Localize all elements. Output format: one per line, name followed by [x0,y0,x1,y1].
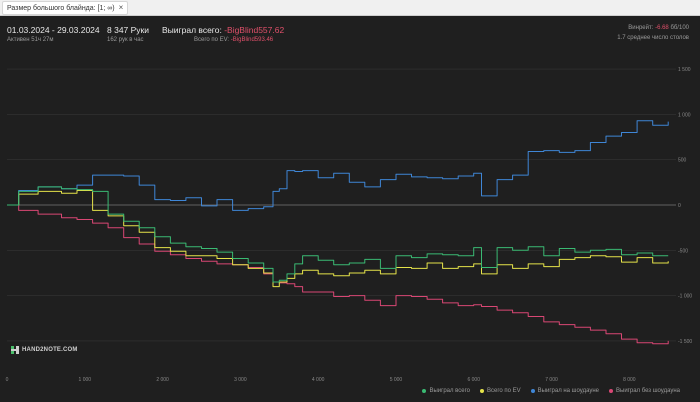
filter-chip-big-blind[interactable]: Размер большого блайнда: [1; ∞) × [2,1,129,15]
legend-item[interactable]: Выиграл на шоудауне [530,388,599,394]
y-tick-label: 0 [678,203,681,209]
series-line-0 [7,186,669,283]
ev-value: -BigBlind593.46 [230,37,274,43]
x-axis: 0 1 000 2 000 3 000 4 000 5 000 6 000 7 000 8 00… [6,377,636,383]
y-tick-label: 500 [678,158,687,164]
ev-label: Всего по EV: [194,37,230,43]
legend-dot-icon [530,389,535,393]
winrate-value: -6.68 [655,25,669,31]
series-line-2 [7,120,669,211]
legend-dot-icon [609,389,613,393]
y-tick-label: -500 [678,248,688,254]
legend-item[interactable]: Всего по EV [480,388,521,394]
chart-legend: Выиграл всего Всего по EV Выиграл на шоуда… [422,388,680,394]
won-value: -BigBlind557.62 [224,25,285,35]
x-tick-label: 5 000 [390,377,403,383]
date-range: 01.03.2024 - 29.03.2024 [7,25,100,35]
y-axis: 1 500 1 000 500 0 -500 -1 000 -1 500 [678,67,692,345]
series-line-3 [7,204,669,345]
legend-item[interactable]: Выиграл всего [422,388,470,394]
logo-text: HAND2NOTE.COM [22,347,78,353]
chart-grid [7,68,676,342]
filter-bar: Размер большого блайнда: [1; ∞) × [0,0,700,16]
x-tick-label: 6 000 [467,377,480,383]
legend-item[interactable]: Выиграл без шоудауна [609,388,680,394]
x-tick-label: 0 [6,377,9,383]
y-tick-label: -1 500 [678,339,692,345]
x-tick-label: 1 000 [79,377,92,383]
close-icon[interactable]: × [118,3,124,12]
logo-icon [11,346,19,354]
x-tick-label: 8 000 [623,377,636,383]
ev-total: Всего по EV: -BigBlind593.46 [194,37,273,43]
chart-lines [7,120,669,345]
avg-tables: 1.7 среднее число столов [617,35,689,41]
y-tick-label: 1 500 [678,67,691,73]
x-tick-label: 3 000 [234,377,247,383]
won-label: Выиграл всего: [162,25,222,35]
y-tick-label: -1 000 [678,294,692,300]
hands-per-hour: 162 рук в час [107,37,144,43]
winrate-unit: бб/100 [670,25,689,31]
legend-label: Всего по EV [487,388,521,394]
series-line-1 [7,190,669,288]
filter-chip-label: Размер большого блайнда: [1; ∞) [7,4,115,12]
legend-label: Выиграл всего [429,388,471,394]
y-tick-label: 1 000 [678,112,691,118]
won-total: Выиграл всего: -BigBlind557.62 [162,25,284,35]
hands-count: 8 347 Руки [107,25,150,35]
legend-label: Выиграл на шоудауне [537,388,599,394]
graph-panel: 01.03.2024 - 29.03.2024 Активен 51ч 27м … [0,16,700,402]
winrate: Винрейт: -6.68 бб/100 [628,25,689,31]
hand2note-logo: HAND2NOTE.COM [11,346,78,354]
legend-dot-icon [480,389,485,393]
x-tick-label: 7 000 [545,377,558,383]
active-time: Активен 51ч 27м [7,37,54,43]
x-tick-label: 4 000 [312,377,325,383]
winrate-label: Винрейт: [628,25,654,31]
x-tick-label: 2 000 [156,377,169,383]
legend-label: Выиграл без шоудауна [616,388,680,394]
legend-dot-icon [422,389,427,393]
